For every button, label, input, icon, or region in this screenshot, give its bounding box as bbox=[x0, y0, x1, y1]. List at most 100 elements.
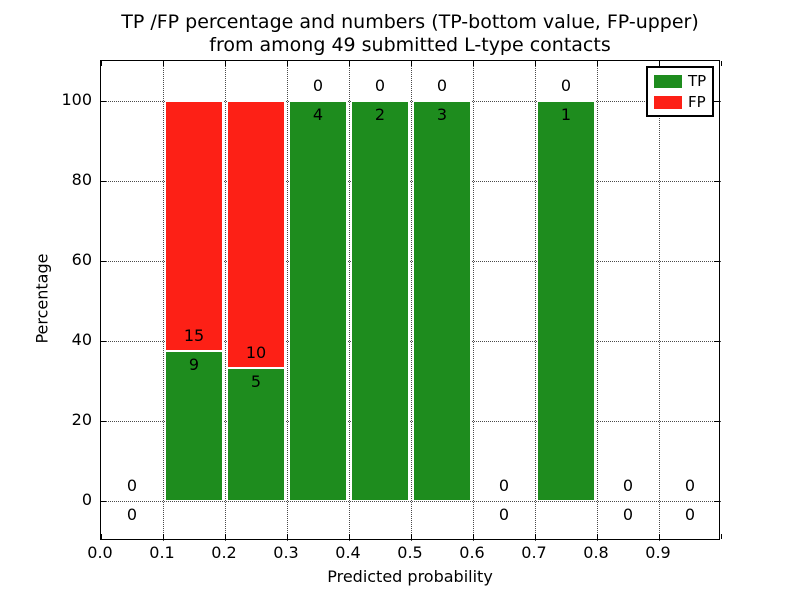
y-tick-label: 20 bbox=[71, 410, 92, 429]
y-tick-mark-right bbox=[714, 100, 719, 102]
y-tick-mark-right bbox=[714, 420, 719, 422]
x-tick-label: 0.8 bbox=[583, 543, 609, 562]
fp-count-label: 0 bbox=[560, 76, 572, 95]
x-tick-mark-bottom bbox=[410, 534, 412, 539]
y-tick-mark-left bbox=[101, 180, 106, 182]
legend-entry-fp: FP bbox=[654, 94, 706, 110]
tp-count-label: 4 bbox=[312, 105, 324, 124]
y-tick-mark-left bbox=[101, 340, 106, 342]
plot-area: 0 0 15 9 10 5 0 4 0 2 0 3 0 0 0 1 0 0 0 0 bbox=[100, 60, 722, 541]
y-tick-label: 100 bbox=[61, 90, 92, 109]
x-tick-mark-bottom bbox=[162, 534, 164, 539]
tp-count-label: 9 bbox=[188, 355, 200, 374]
x-tick-mark-top bbox=[100, 61, 102, 66]
fp-count-label: 0 bbox=[436, 76, 448, 95]
x-tick-mark-top bbox=[224, 61, 226, 66]
y-tick-mark-left bbox=[101, 100, 106, 102]
fp-count-label: 0 bbox=[498, 476, 510, 495]
tp-count-label: 1 bbox=[560, 105, 572, 124]
x-tick-label: 0.9 bbox=[645, 543, 671, 562]
x-tick-mark-top bbox=[472, 61, 474, 66]
legend-entry-tp: TP bbox=[654, 73, 706, 89]
chart-title: TP /FP percentage and numbers (TP-bottom… bbox=[90, 11, 730, 57]
tp-count-label: 0 bbox=[684, 505, 696, 524]
bar-segment-tp bbox=[537, 101, 595, 501]
x-tick-mark-bottom bbox=[472, 534, 474, 539]
x-tick-label: 0.7 bbox=[521, 543, 547, 562]
x-tick-mark-bottom bbox=[534, 534, 536, 539]
x-tick-mark-bottom bbox=[596, 534, 598, 539]
grid-line-vertical bbox=[535, 61, 536, 541]
x-tick-mark-top bbox=[596, 61, 598, 66]
x-tick-label: 0.0 bbox=[87, 543, 113, 562]
tp-count-label: 0 bbox=[498, 505, 510, 524]
grid-line-vertical bbox=[473, 61, 474, 541]
x-tick-label: 0.1 bbox=[149, 543, 175, 562]
x-tick-mark-bottom bbox=[720, 534, 722, 539]
tp-color-swatch bbox=[654, 74, 682, 88]
y-tick-mark-left bbox=[101, 500, 106, 502]
bar-segment-tp bbox=[289, 101, 347, 501]
fp-count-label: 15 bbox=[183, 326, 205, 345]
y-tick-label: 0 bbox=[81, 490, 92, 509]
fp-count-label: 0 bbox=[126, 476, 138, 495]
y-tick-mark-left bbox=[101, 260, 106, 262]
legend-label-tp: TP bbox=[688, 72, 707, 90]
x-tick-mark-top bbox=[286, 61, 288, 66]
fp-count-label: 0 bbox=[374, 76, 386, 95]
tp-count-label: 0 bbox=[622, 505, 634, 524]
x-tick-mark-top bbox=[720, 61, 722, 66]
tp-count-label: 5 bbox=[250, 371, 262, 391]
legend-label-fp: FP bbox=[688, 93, 706, 111]
y-tick-label: 60 bbox=[71, 250, 92, 269]
bar-segment-tp bbox=[351, 101, 409, 501]
x-tick-label: 0.2 bbox=[211, 543, 237, 562]
y-tick-mark-right bbox=[714, 260, 719, 262]
y-tick-mark-right bbox=[714, 500, 719, 502]
x-tick-mark-top bbox=[410, 61, 412, 66]
chart-title-line1: TP /FP percentage and numbers (TP-bottom… bbox=[121, 11, 699, 33]
x-tick-label: 0.3 bbox=[273, 543, 299, 562]
x-axis-label: Predicted probability bbox=[327, 567, 493, 586]
x-tick-mark-bottom bbox=[224, 534, 226, 539]
grid-line-vertical bbox=[349, 61, 350, 541]
tp-count-label: 3 bbox=[436, 105, 448, 124]
x-tick-label: 0.5 bbox=[397, 543, 423, 562]
x-tick-mark-top bbox=[658, 61, 660, 66]
x-tick-label: 0.4 bbox=[335, 543, 361, 562]
fp-count-label: 10 bbox=[245, 342, 267, 362]
bar-segment-tp bbox=[227, 367, 285, 501]
grid-line-vertical bbox=[163, 61, 164, 541]
x-tick-mark-top bbox=[348, 61, 350, 66]
x-tick-mark-top bbox=[162, 61, 164, 66]
x-tick-mark-bottom bbox=[286, 534, 288, 539]
fp-color-swatch bbox=[654, 95, 682, 109]
x-tick-label: 0.6 bbox=[459, 543, 485, 562]
fp-count-label: 0 bbox=[622, 476, 634, 495]
y-tick-mark-left bbox=[101, 420, 106, 422]
y-tick-label: 40 bbox=[71, 330, 92, 349]
fp-count-label: 0 bbox=[684, 476, 696, 495]
tp-count-label: 0 bbox=[126, 505, 138, 524]
bar-segment-tp bbox=[165, 351, 223, 501]
bar-segment-tp bbox=[413, 101, 471, 501]
tp-count-label: 2 bbox=[374, 105, 386, 124]
chart-title-line2: from among 49 submitted L-type contacts bbox=[209, 34, 611, 56]
grid-line-vertical bbox=[659, 61, 660, 541]
grid-line-vertical bbox=[225, 61, 226, 541]
y-tick-mark-right bbox=[714, 340, 719, 342]
bar-segment-fp bbox=[227, 101, 285, 368]
fp-count-label: 0 bbox=[312, 76, 324, 95]
y-tick-label: 80 bbox=[71, 170, 92, 189]
x-tick-mark-bottom bbox=[658, 534, 660, 539]
grid-line-vertical bbox=[411, 61, 412, 541]
x-tick-mark-bottom bbox=[100, 534, 102, 539]
legend: TP FP bbox=[646, 66, 714, 117]
y-tick-mark-right bbox=[714, 180, 719, 182]
bar-segment-fp bbox=[165, 101, 223, 351]
grid-line-vertical bbox=[597, 61, 598, 541]
x-tick-mark-top bbox=[534, 61, 536, 66]
x-tick-mark-bottom bbox=[348, 534, 350, 539]
grid-line-vertical bbox=[287, 61, 288, 541]
